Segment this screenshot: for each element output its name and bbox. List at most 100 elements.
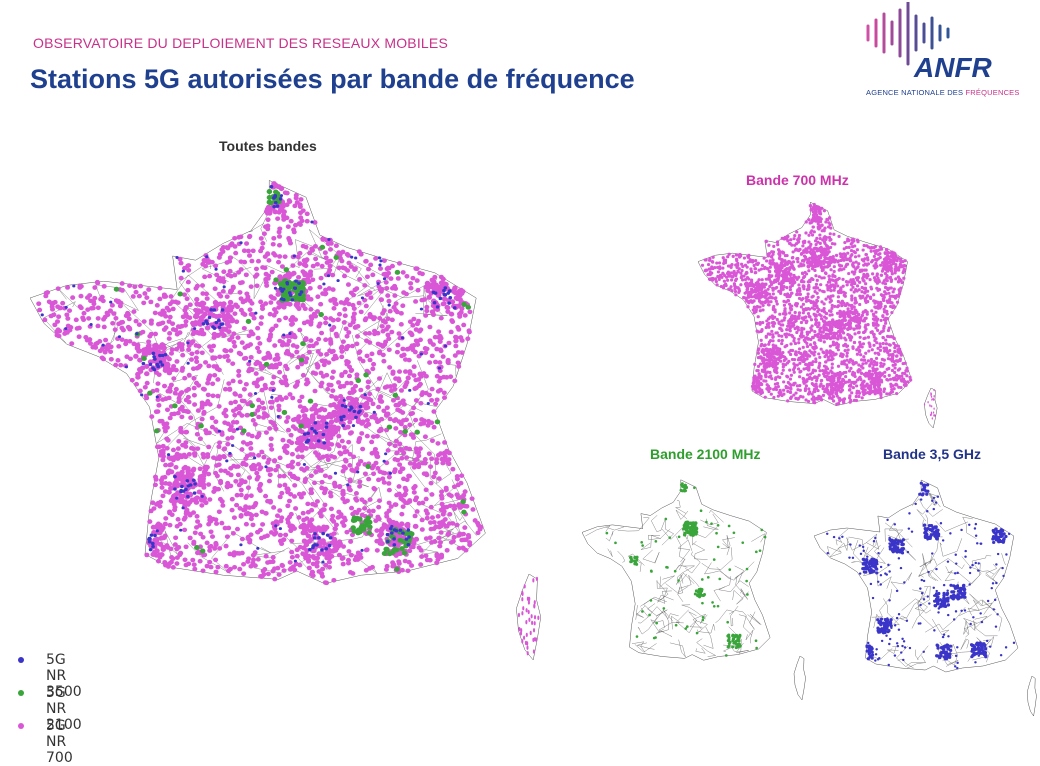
site-700 [801,395,805,399]
site-700 [361,394,368,400]
site-700 [155,321,162,327]
site-700 [351,306,357,311]
site-700 [303,244,309,250]
site-700 [92,285,98,290]
site-700 [450,538,456,544]
site-700 [879,393,883,397]
site-700 [345,424,351,430]
site-700 [775,331,779,335]
site-700 [371,486,377,491]
site-700 [265,467,271,473]
site-700 [365,384,371,390]
site-3500 [156,364,161,369]
site-700 [256,431,262,436]
site-3500 [148,362,153,367]
site-700 [126,316,132,322]
site-700 [818,355,822,359]
site-700 [766,299,771,304]
site-700 [463,537,469,543]
site-700 [167,314,173,320]
site-700 [206,471,212,477]
site-700 [152,343,158,349]
site-700 [201,409,207,415]
site-700 [157,418,163,424]
site-700 [278,204,284,210]
site-700 [419,297,425,303]
site-700 [344,344,350,350]
site-700 [379,297,385,303]
site-700 [148,299,154,305]
site-3500 [292,254,296,258]
site-700 [407,422,413,428]
site-700 [191,539,197,545]
site-700 [64,312,70,318]
site-700 [894,277,898,281]
site-700 [325,457,331,463]
site-700 [183,429,189,435]
site-700 [185,394,191,400]
site-700 [283,532,289,538]
site-700 [161,383,168,389]
site-3500 [426,402,430,405]
site-700 [43,290,49,296]
site-700 [903,268,907,272]
site-2100 [263,361,270,367]
site-2100 [381,550,388,557]
site-700 [183,319,189,324]
site-700 [396,376,402,381]
site-700 [411,316,417,322]
site-700 [180,314,186,320]
site-700 [423,536,429,541]
site-700 [836,284,840,288]
site-700 [304,211,310,217]
site-3500 [392,537,396,541]
site-700 [327,337,333,342]
site-3500 [349,405,353,409]
site-700 [218,480,224,486]
site-700 [277,369,283,375]
site-2100 [281,409,288,415]
site-700 [869,287,874,291]
site-700 [201,387,207,392]
site-700 [251,315,257,321]
site-700 [413,398,419,403]
site-700 [367,290,373,296]
site-3500 [193,482,197,486]
site-700 [739,283,743,287]
site-700 [475,530,481,536]
site-700 [117,303,123,309]
site-700 [882,387,887,391]
site-700 [362,317,368,323]
site-3500 [307,547,312,552]
site-700 [265,217,271,222]
site-700 [245,559,251,564]
site-700 [350,571,356,576]
site-700 [232,235,238,241]
site-700 [354,372,360,377]
site-700 [236,350,242,356]
site-700 [297,250,303,256]
site-700 [308,322,314,327]
site-700 [267,559,273,565]
site-700 [537,615,540,620]
site-700 [324,555,330,561]
site-700 [314,555,321,561]
site-700 [831,278,836,283]
site-700 [123,313,129,319]
site-700 [262,265,268,271]
site-700 [756,315,760,319]
site-700 [205,380,211,386]
site-700 [341,445,347,450]
site-700 [797,341,801,345]
site-3500 [147,536,152,541]
site-700 [393,402,399,408]
site-700 [861,248,865,252]
site-700 [164,367,171,373]
site-700 [392,502,398,507]
site-700 [217,440,223,445]
site-700 [345,560,352,566]
site-700 [396,261,403,266]
site-700 [776,243,780,247]
site-700 [805,336,809,340]
department-border [403,399,419,428]
